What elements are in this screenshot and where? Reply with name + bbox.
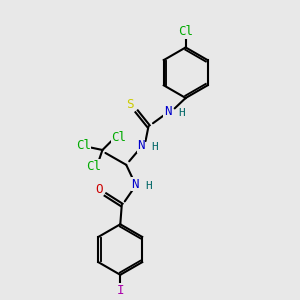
Text: I: I bbox=[116, 284, 124, 297]
Text: H: H bbox=[152, 142, 158, 152]
Text: N: N bbox=[131, 178, 139, 191]
Text: N: N bbox=[164, 105, 172, 118]
Text: Cl: Cl bbox=[111, 131, 126, 144]
Text: H: H bbox=[178, 108, 185, 118]
Text: Cl: Cl bbox=[76, 139, 91, 152]
Text: N: N bbox=[137, 139, 145, 152]
Text: Cl: Cl bbox=[86, 160, 101, 173]
Text: O: O bbox=[95, 183, 103, 196]
Text: S: S bbox=[126, 98, 134, 111]
Text: H: H bbox=[146, 181, 152, 190]
Text: Cl: Cl bbox=[178, 26, 193, 38]
